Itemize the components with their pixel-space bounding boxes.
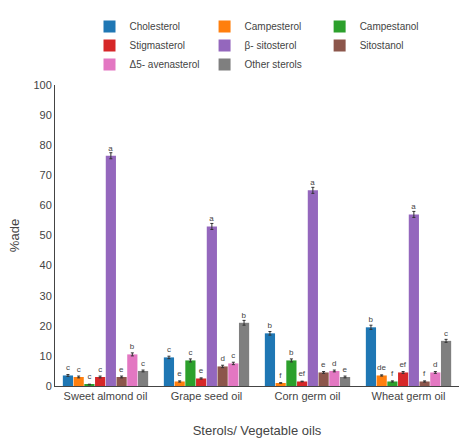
svg-text:c: c <box>141 359 145 368</box>
svg-text:e: e <box>199 366 204 375</box>
svg-text:e: e <box>343 365 348 374</box>
svg-text:Sweet almond oil: Sweet almond oil <box>64 390 148 402</box>
svg-text:40: 40 <box>40 259 52 271</box>
svg-text:Campestanol: Campestanol <box>360 21 419 32</box>
svg-text:%ade: %ade <box>7 219 22 252</box>
svg-text:Corn germ oil: Corn germ oil <box>274 390 340 402</box>
svg-text:Grape seed oil: Grape seed oil <box>171 390 243 402</box>
svg-text:b: b <box>289 348 294 357</box>
svg-text:ef: ef <box>399 360 406 369</box>
svg-text:c: c <box>98 365 102 374</box>
svg-text:Δ5- avenasterol: Δ5- avenasterol <box>130 59 200 70</box>
svg-text:a: a <box>310 178 315 187</box>
svg-text:a: a <box>108 144 113 153</box>
svg-text:90: 90 <box>40 109 52 121</box>
svg-text:Other sterols: Other sterols <box>245 59 302 70</box>
svg-text:c: c <box>444 329 448 338</box>
svg-text:70: 70 <box>40 169 52 181</box>
svg-text:f: f <box>279 371 282 380</box>
svg-text:de: de <box>377 363 386 372</box>
svg-text:60: 60 <box>40 199 52 211</box>
svg-text:d: d <box>332 359 336 368</box>
svg-text:Wheat germ oil: Wheat germ oil <box>372 390 446 402</box>
svg-text:80: 80 <box>40 139 52 151</box>
svg-text:20: 20 <box>40 320 52 332</box>
svg-text:d: d <box>220 354 224 363</box>
svg-text:c: c <box>66 363 70 372</box>
svg-text:e: e <box>119 365 124 374</box>
svg-text:50: 50 <box>40 229 52 241</box>
svg-text:d: d <box>433 360 437 369</box>
svg-text:100: 100 <box>33 79 51 91</box>
svg-text:Cholesterol: Cholesterol <box>130 21 181 32</box>
svg-text:Campesterol: Campesterol <box>245 21 302 32</box>
svg-text:c: c <box>231 351 235 360</box>
svg-text:b: b <box>242 311 247 320</box>
svg-text:Sterols/ Vegetable oils: Sterols/ Vegetable oils <box>193 423 322 438</box>
svg-text:c: c <box>87 372 91 381</box>
svg-text:c: c <box>188 348 192 357</box>
svg-text:c: c <box>167 345 171 354</box>
svg-text:10: 10 <box>40 350 52 362</box>
svg-text:ef: ef <box>298 369 305 378</box>
svg-text:β- sitosterol: β- sitosterol <box>245 40 297 51</box>
svg-text:b: b <box>368 315 373 324</box>
svg-text:e: e <box>321 360 326 369</box>
svg-text:30: 30 <box>40 290 52 302</box>
svg-text:c: c <box>77 365 81 374</box>
svg-text:Stigmasterol: Stigmasterol <box>130 40 186 51</box>
svg-text:b: b <box>130 342 135 351</box>
svg-text:Sitostanol: Sitostanol <box>360 40 404 51</box>
svg-text:b: b <box>267 321 272 330</box>
svg-text:a: a <box>209 214 214 223</box>
svg-text:f: f <box>423 369 426 378</box>
svg-text:e: e <box>177 369 182 378</box>
svg-text:0: 0 <box>46 380 52 392</box>
svg-text:a: a <box>411 202 416 211</box>
svg-text:f: f <box>391 369 394 378</box>
